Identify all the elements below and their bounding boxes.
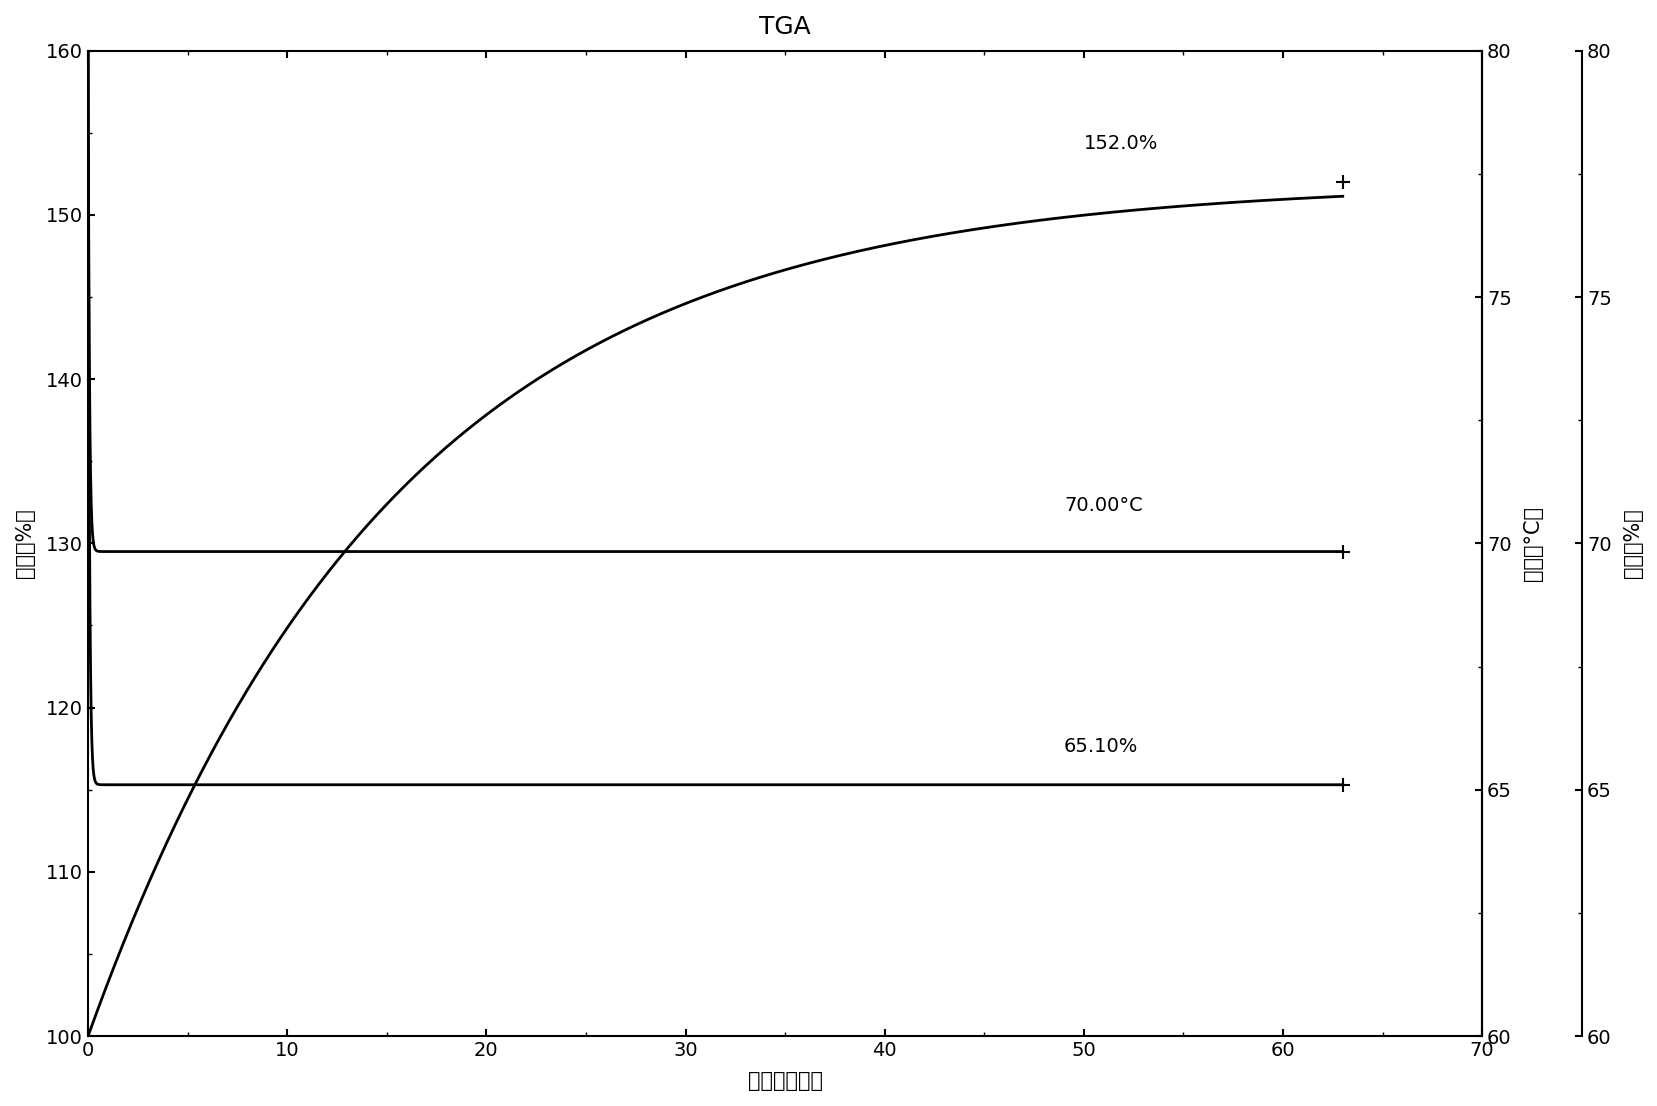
Title: TGA: TGA bbox=[759, 15, 810, 39]
X-axis label: 时间（分钟）: 时间（分钟） bbox=[747, 1071, 822, 1091]
Text: 65.10%: 65.10% bbox=[1064, 737, 1138, 755]
Y-axis label: 湿度（%）: 湿度（%） bbox=[1622, 509, 1642, 578]
Y-axis label: 温度（°C）: 温度（°C） bbox=[1523, 505, 1543, 581]
Text: 70.00°C: 70.00°C bbox=[1064, 495, 1142, 514]
Y-axis label: 重量（%）: 重量（%） bbox=[15, 509, 35, 578]
Text: 152.0%: 152.0% bbox=[1084, 134, 1158, 154]
